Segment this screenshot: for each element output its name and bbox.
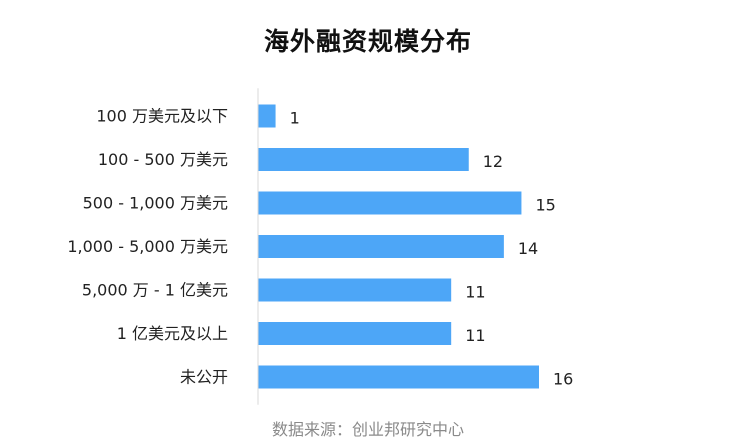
category-label: 100 万美元及以下: [96, 107, 228, 126]
category-label: 未公开: [180, 368, 228, 387]
value-label: 16: [553, 370, 573, 389]
bar: [258, 191, 522, 215]
chart-title: 海外融资规模分布: [263, 27, 472, 56]
bar: [258, 104, 276, 128]
bar: [258, 278, 452, 302]
category-label: 1 亿美元及以上: [117, 324, 228, 343]
source-note: 数据来源：创业邦研究中心: [271, 420, 464, 439]
bar: [258, 148, 469, 171]
bar: [258, 365, 539, 389]
value-label: 15: [535, 196, 555, 215]
category-label: 5,000 万 - 1 亿美元: [82, 281, 228, 300]
value-label: 14: [518, 239, 538, 258]
category-label: 100 - 500 万美元: [98, 150, 228, 169]
value-label: 1: [290, 109, 300, 128]
category-label: 1,000 - 5,000 万美元: [67, 237, 228, 256]
value-label: 11: [465, 283, 485, 302]
bar: [258, 235, 504, 258]
bar: [258, 322, 452, 345]
value-label: 11: [465, 326, 485, 345]
category-label: 500 - 1,000 万美元: [83, 194, 228, 213]
value-label: 12: [483, 152, 503, 171]
